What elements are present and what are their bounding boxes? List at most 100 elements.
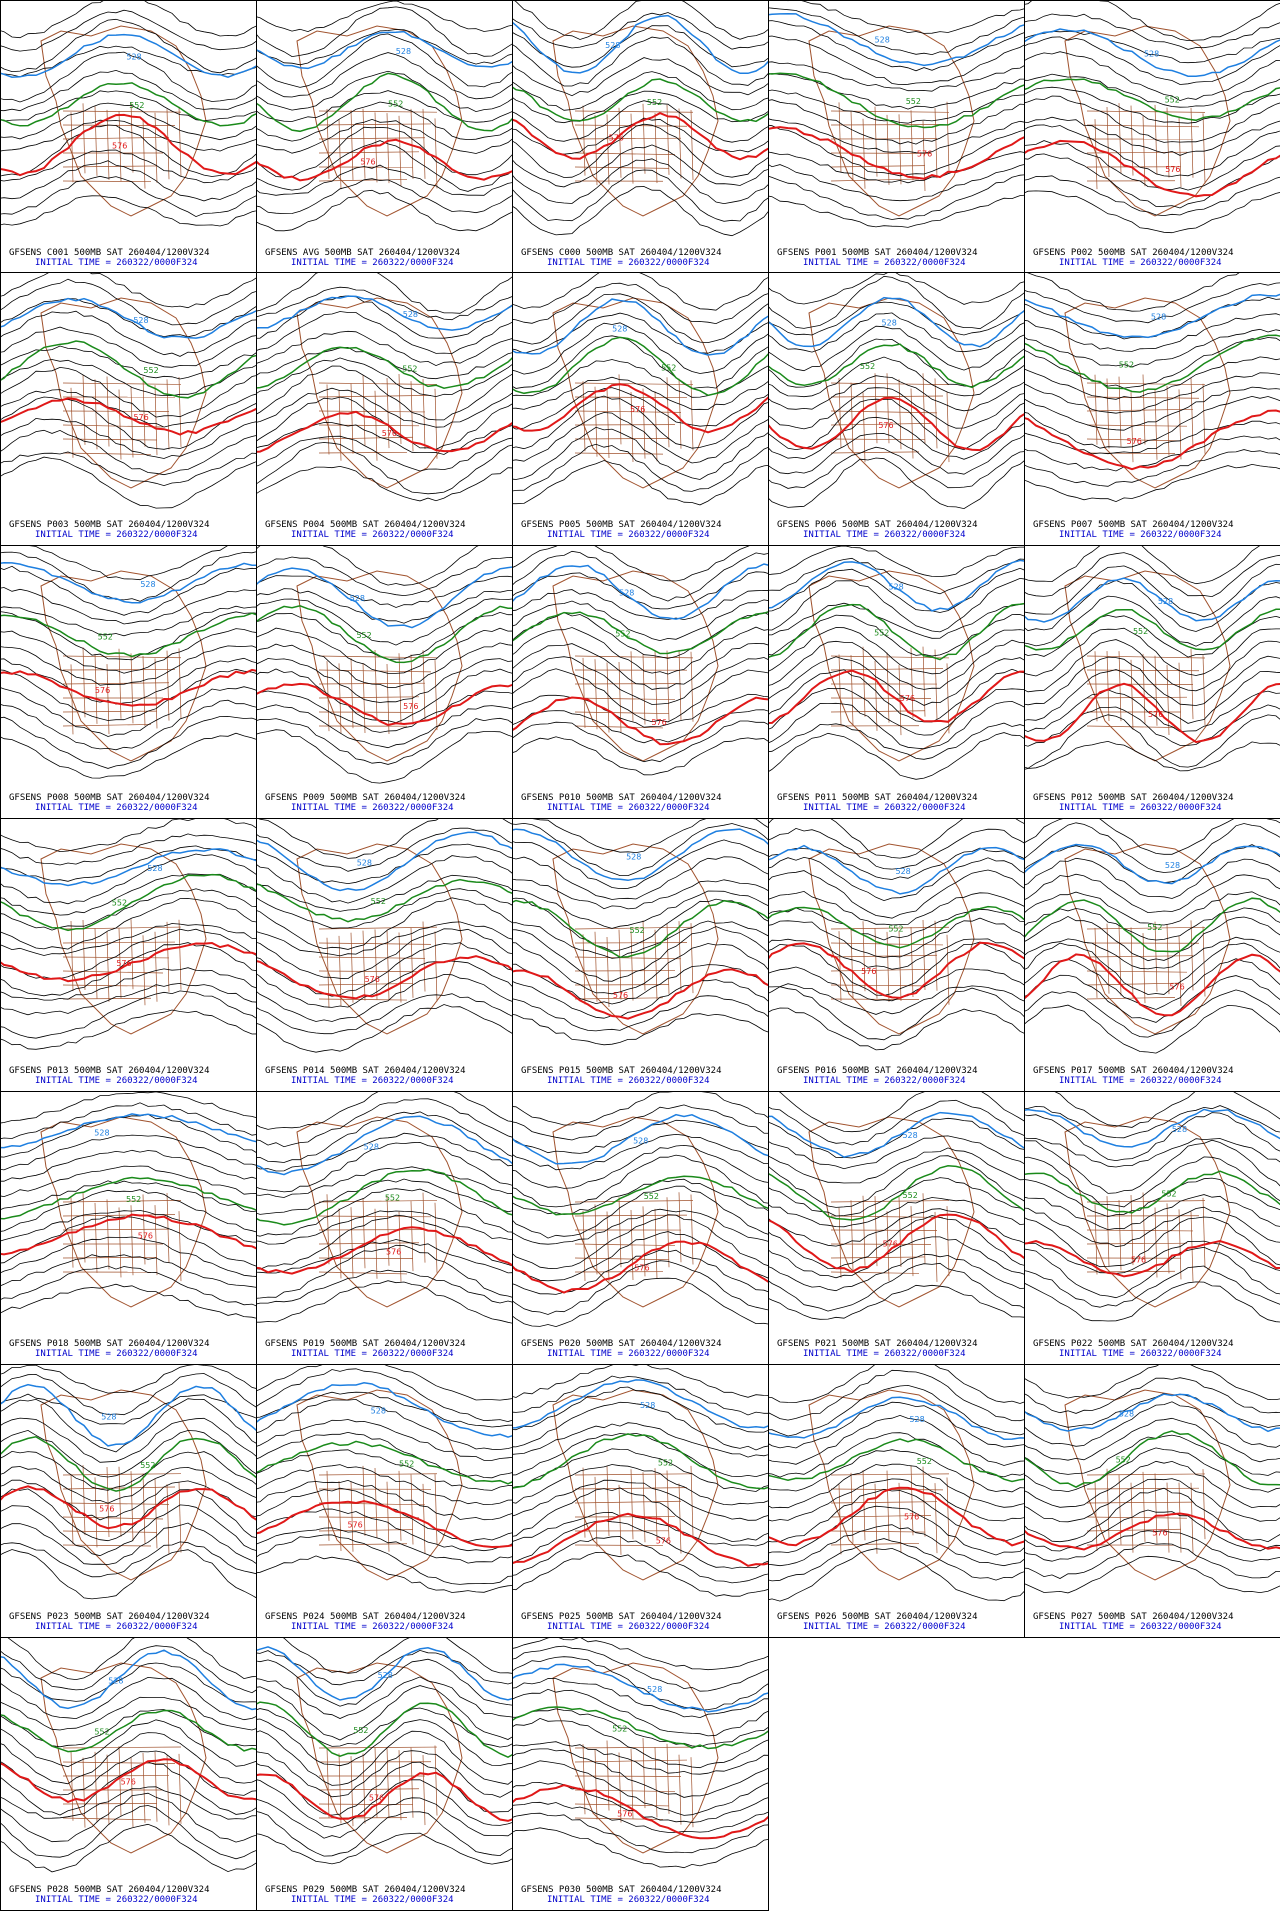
contour-576 (513, 1784, 768, 1840)
contour-528-label: 528 (101, 1412, 116, 1421)
height-contour-map: 528 552 576 (769, 1092, 1024, 1320)
contour-528 (1025, 28, 1280, 78)
contour-552 (1025, 897, 1280, 953)
panel-title: GFSENS C000 500MB SAT 260404/1200V324 (521, 248, 722, 258)
contour-528-label: 528 (378, 1671, 393, 1680)
contour-552-label: 552 (129, 101, 144, 110)
initial-time-label: INITIAL TIME = 260322/0000F324 (291, 803, 454, 813)
contour-576 (513, 968, 768, 1020)
contour-552-label: 552 (612, 1725, 627, 1734)
contour-576 (513, 1512, 768, 1567)
forecast-panel: 528 552 576 GFSENS P015 500MB SAT 260404/12… (513, 819, 769, 1092)
contour-576 (769, 669, 1024, 725)
panel-title: GFSENS P022 500MB SAT 260404/1200V324 (1033, 1339, 1234, 1349)
contour-528-label: 528 (396, 47, 411, 56)
height-contour-map: 528 552 576 (769, 819, 1024, 1051)
contour-552-label: 552 (874, 628, 889, 637)
contour-528-label: 528 (1119, 1409, 1134, 1418)
black-contours (1, 546, 256, 779)
coastline-borders (808, 1116, 975, 1308)
panel-title: GFSENS C001 500MB SAT 260404/1200V324 (9, 248, 210, 258)
contour-528 (769, 844, 1024, 895)
contour-528-label: 528 (902, 1131, 917, 1140)
black-contours (1, 1638, 256, 1873)
height-contour-map: 528 552 576 (1, 1638, 256, 1873)
contour-576 (257, 410, 512, 453)
forecast-panel: 528 552 576 GFSENS P030 500MB SAT 260404/12… (513, 1638, 769, 1911)
contour-552-label: 552 (1165, 95, 1180, 104)
contour-576 (769, 941, 1024, 999)
forecast-panel: 528 552 576 GFSENS P005 500MB SAT 260404/12… (513, 273, 769, 546)
height-contour-map: 528 552 576 (769, 273, 1024, 510)
contour-552 (513, 611, 768, 655)
contour-552 (769, 72, 1024, 129)
black-contours (513, 819, 768, 1046)
contour-576 (513, 111, 768, 161)
forecast-panel: 528 552 576 GFSENS P017 500MB SAT 260404/12… (1025, 819, 1280, 1092)
contour-552 (1, 873, 256, 932)
contour-552-label: 552 (1147, 923, 1162, 932)
panel-title: GFSENS P005 500MB SAT 260404/1200V324 (521, 520, 722, 530)
forecast-panel: 528 552 576 GFSENS P012 500MB SAT 260404/12… (1025, 546, 1280, 819)
panel-title: GFSENS P001 500MB SAT 260404/1200V324 (777, 248, 978, 258)
contour-552-label: 552 (1116, 1456, 1131, 1465)
coastline-borders (40, 570, 207, 762)
forecast-panel: 528 552 576 GFSENS P008 500MB SAT 260404/12… (0, 546, 257, 819)
contour-552 (1025, 1430, 1280, 1488)
contour-528 (1025, 293, 1280, 339)
initial-time-label: INITIAL TIME = 260322/0000F324 (1059, 258, 1222, 268)
contour-576-label: 576 (1131, 1256, 1146, 1265)
initial-time-label: INITIAL TIME = 260322/0000F324 (35, 530, 198, 540)
contour-576 (257, 682, 512, 727)
height-contour-map: 528 552 576 (513, 546, 768, 776)
panel-title: GFSENS P030 500MB SAT 260404/1200V324 (521, 1885, 722, 1895)
initial-time-label: INITIAL TIME = 260322/0000F324 (803, 803, 966, 813)
contour-528-label: 528 (357, 858, 372, 867)
contour-528 (257, 30, 512, 70)
initial-time-label: INITIAL TIME = 260322/0000F324 (291, 1895, 454, 1905)
panel-title: GFSENS P018 500MB SAT 260404/1200V324 (9, 1339, 210, 1349)
contour-552 (769, 1165, 1024, 1221)
contour-576-label: 576 (347, 1521, 362, 1530)
forecast-panel: 528 552 576 GFSENS P022 500MB SAT 260404/12… (1025, 1092, 1280, 1365)
contour-528 (257, 1115, 512, 1176)
contour-528-label: 528 (133, 316, 148, 325)
contour-552-label: 552 (860, 362, 875, 371)
coastline-borders (552, 1116, 719, 1308)
contour-528 (513, 298, 768, 356)
forecast-panel: 528 552 576 GFSENS P024 500MB SAT 260404/12… (257, 1365, 513, 1638)
panel-title: GFSENS P003 500MB SAT 260404/1200V324 (9, 520, 210, 530)
forecast-panel: 528 552 576 GFSENS C000 500MB SAT 260404/12… (513, 0, 769, 273)
contour-528 (769, 559, 1024, 612)
height-contour-map: 528 552 576 (769, 1, 1024, 228)
contour-576-label: 576 (382, 429, 397, 438)
black-contours (1025, 546, 1280, 772)
panel-title: GFSENS P021 500MB SAT 260404/1200V324 (777, 1339, 978, 1349)
contour-576 (1025, 409, 1280, 471)
contour-528-label: 528 (875, 35, 890, 44)
contour-528-label: 528 (895, 867, 910, 876)
initial-time-label: INITIAL TIME = 260322/0000F324 (547, 258, 710, 268)
panel-title: GFSENS P016 500MB SAT 260404/1200V324 (777, 1066, 978, 1076)
contour-552-label: 552 (906, 97, 921, 106)
black-contours (513, 1092, 768, 1328)
contour-576-label: 576 (1148, 710, 1163, 719)
height-contour-map: 528 552 576 (257, 1365, 512, 1593)
height-contour-map: 528 552 576 (769, 1365, 1024, 1602)
contour-576 (513, 696, 768, 746)
forecast-panel: 528 552 576 GFSENS P003 500MB SAT 260404/12… (0, 273, 257, 546)
contour-528-label: 528 (371, 1407, 386, 1416)
panel-title: GFSENS P010 500MB SAT 260404/1200V324 (521, 793, 722, 803)
contour-576 (1, 1213, 256, 1256)
contour-576-label: 576 (360, 157, 375, 166)
initial-time-label: INITIAL TIME = 260322/0000F324 (1059, 803, 1222, 813)
contour-576 (769, 396, 1024, 452)
contour-552-label: 552 (112, 899, 127, 908)
contour-552-label: 552 (356, 631, 371, 640)
contour-576-label: 576 (95, 686, 110, 695)
contour-552 (257, 346, 512, 389)
initial-time-label: INITIAL TIME = 260322/0000F324 (547, 530, 710, 540)
contour-576 (513, 383, 768, 434)
height-contour-map: 528 552 576 (257, 1638, 512, 1865)
